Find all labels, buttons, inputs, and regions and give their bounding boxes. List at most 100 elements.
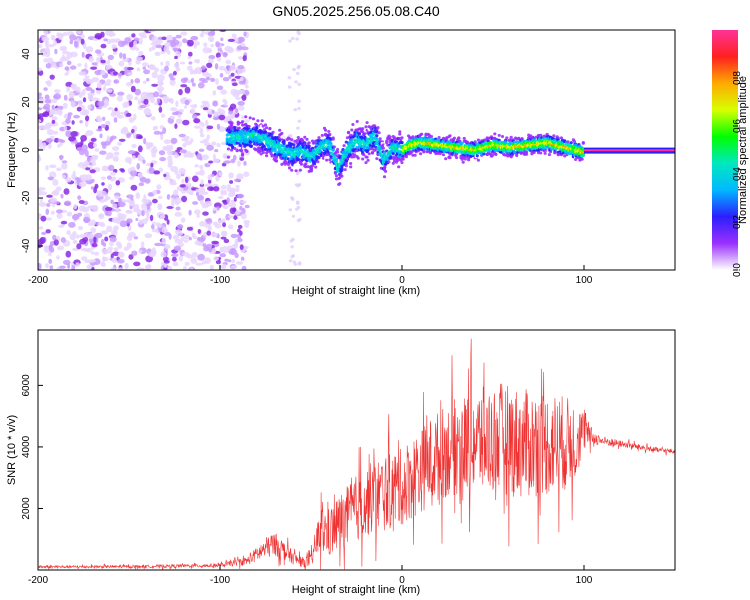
noise-speckle xyxy=(168,144,174,151)
noise-speckle xyxy=(130,166,136,172)
ridge-cell xyxy=(280,131,284,135)
noise-speckle xyxy=(68,97,75,102)
ridge-cell xyxy=(253,132,257,136)
noise-speckle xyxy=(172,70,177,76)
noise-speckle xyxy=(187,39,194,47)
noise-speckle xyxy=(201,65,206,70)
noise-speckle xyxy=(178,242,185,248)
noise-speckle xyxy=(243,171,250,177)
noise-speckle xyxy=(199,127,204,135)
noise-speckle xyxy=(53,239,59,246)
ridge-cell xyxy=(553,151,557,155)
noise-speckle xyxy=(236,173,244,180)
noise-speckle xyxy=(61,160,68,164)
noise-speckle xyxy=(235,96,241,101)
noise-speckle xyxy=(97,222,102,226)
noise-speckle xyxy=(206,134,210,140)
ridge-cell xyxy=(487,149,491,153)
noise-speckle xyxy=(75,262,80,267)
noise-speckle xyxy=(78,71,87,76)
y-tick-label: 2000 xyxy=(21,497,32,520)
noise-speckle xyxy=(222,189,228,196)
noise-speckle xyxy=(218,114,226,121)
noise-speckle xyxy=(71,265,76,270)
noise-speckle xyxy=(192,175,199,183)
ridge-cell xyxy=(265,126,269,130)
noise-speckle xyxy=(173,245,181,252)
noise-speckle xyxy=(59,265,66,269)
noise-speckle xyxy=(215,52,221,59)
noise-speckle xyxy=(143,69,151,75)
noise-speckle xyxy=(195,191,200,197)
ridge-cell xyxy=(239,149,244,153)
noise-speckle xyxy=(235,186,240,193)
noise-speckle xyxy=(183,239,189,243)
ridge-cell xyxy=(340,169,344,172)
noise-speckle xyxy=(237,100,245,106)
noise-speckle xyxy=(151,221,157,225)
noise-speckle xyxy=(145,112,152,116)
ridge-cell xyxy=(578,144,582,148)
noise-speckle xyxy=(85,46,94,53)
noise-speckle xyxy=(90,251,95,255)
ridge-cell xyxy=(274,156,278,159)
noise-speckle xyxy=(231,258,236,264)
noise-speckle xyxy=(112,51,118,55)
noise-speckle xyxy=(171,253,179,257)
noise-speckle xyxy=(193,118,201,124)
ridge-cell xyxy=(244,115,248,119)
noise-speckle xyxy=(297,119,302,123)
noise-speckle xyxy=(152,198,158,204)
ridge-cell xyxy=(339,172,343,176)
spectrogram-heatmap xyxy=(38,30,675,270)
noise-speckle xyxy=(112,251,120,257)
noise-speckle xyxy=(109,38,117,43)
ridge-cell xyxy=(317,136,321,140)
noise-speckle xyxy=(49,171,57,179)
ridge-cell xyxy=(287,166,292,170)
ridge-cell xyxy=(438,152,442,156)
ridge-cell xyxy=(290,168,294,172)
noise-speckle xyxy=(192,113,198,120)
noise-speckle xyxy=(45,217,52,221)
noise-speckle xyxy=(210,77,216,82)
ridge-cell xyxy=(419,152,423,156)
noise-speckle xyxy=(106,210,112,217)
noise-speckle xyxy=(220,89,228,95)
ridge-cell xyxy=(357,132,361,136)
noise-speckle xyxy=(184,140,192,146)
ridge-cell xyxy=(303,135,307,139)
noise-speckle xyxy=(211,141,217,146)
noise-speckle xyxy=(139,104,147,109)
noise-speckle xyxy=(231,33,237,39)
noise-speckle xyxy=(38,187,46,191)
noise-speckle xyxy=(142,66,147,70)
ridge-cell xyxy=(289,145,293,149)
ridge-cell xyxy=(273,147,277,151)
noise-speckle xyxy=(140,241,145,249)
noise-speckle xyxy=(222,51,228,58)
ridge-cell xyxy=(316,160,320,164)
noise-speckle xyxy=(50,34,56,41)
noise-speckle xyxy=(170,98,174,105)
noise-speckle xyxy=(170,137,178,144)
noise-speckle xyxy=(63,125,68,132)
noise-speckle xyxy=(108,164,115,172)
noise-speckle xyxy=(225,213,231,221)
ridge-cell xyxy=(256,119,260,123)
noise-speckle xyxy=(202,243,207,248)
ridge-cell xyxy=(343,168,347,172)
noise-speckle xyxy=(220,189,224,196)
noise-speckle xyxy=(72,170,76,177)
ridge-cell xyxy=(491,153,495,157)
ridge-cell xyxy=(329,142,333,145)
noise-speckle xyxy=(124,37,131,44)
noise-speckle xyxy=(89,219,96,226)
noise-speckle xyxy=(203,245,210,252)
noise-speckle xyxy=(221,263,227,270)
ridge-cell xyxy=(237,126,241,130)
ridge-cell xyxy=(364,125,368,129)
noise-speckle xyxy=(127,72,133,76)
ridge-cell xyxy=(249,145,253,148)
ridge-cell xyxy=(349,162,353,165)
